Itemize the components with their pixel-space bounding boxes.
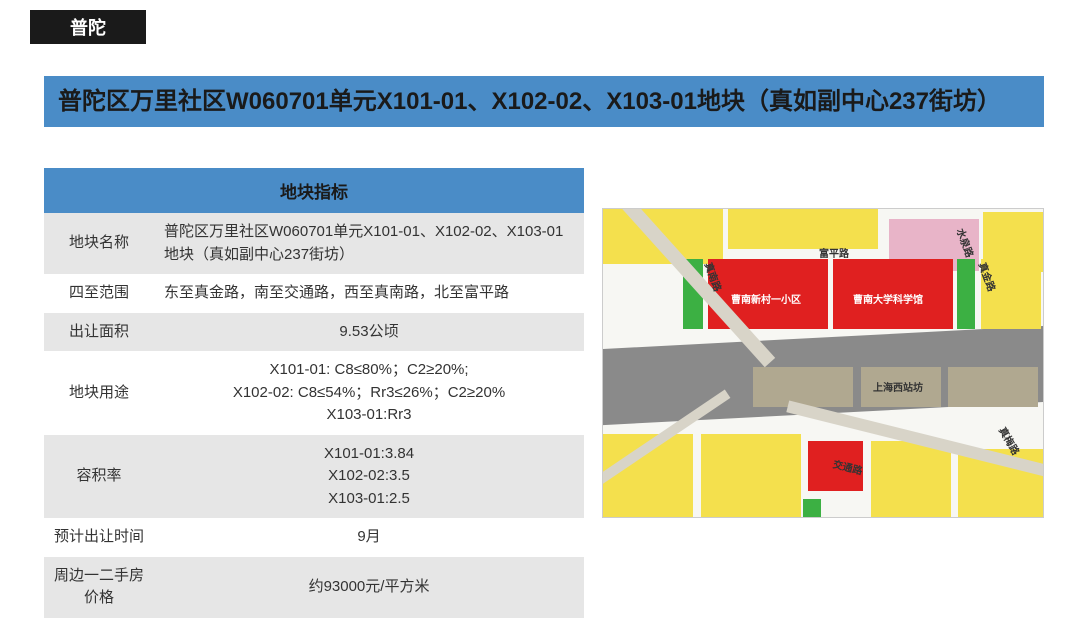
row-label: 地块名称 xyxy=(44,213,154,274)
land-parcel xyxy=(753,367,853,407)
row-value: 9月 xyxy=(154,518,584,557)
row-value: X101-01: C8≤80%；C2≥20%; X102-02: C8≤54%；… xyxy=(154,351,584,435)
row-label: 出让面积 xyxy=(44,313,154,352)
table-row: 出让面积 9.53公顷 xyxy=(44,313,584,352)
row-value: 约93000元/平方米 xyxy=(154,557,584,618)
map-label: 曹南新村一小区 xyxy=(731,291,801,306)
map-label: 上海西站坊 xyxy=(873,379,923,394)
metrics-table: 地块指标 地块名称 普陀区万里社区W060701单元X101-01、X102-0… xyxy=(44,168,584,618)
land-parcel xyxy=(871,441,951,518)
row-value: X101-01:3.84 X102-02:3.5 X103-01:2.5 xyxy=(154,435,584,519)
land-parcel xyxy=(701,434,801,518)
row-label: 容积率 xyxy=(44,435,154,519)
row-label: 地块用途 xyxy=(44,351,154,435)
district-tag: 普陀 xyxy=(30,10,146,44)
row-label: 预计出让时间 xyxy=(44,518,154,557)
map-illustration: 富平路真南路真金路曹南新村一小区曹南大学科学馆上海西站坊交通路真梅路水泉路 xyxy=(602,208,1044,518)
land-parcel xyxy=(957,259,975,329)
metrics-table-wrap: 地块指标 地块名称 普陀区万里社区W060701单元X101-01、X102-0… xyxy=(44,168,584,618)
row-label: 四至范围 xyxy=(44,274,154,313)
map-label: 曹南大学科学馆 xyxy=(853,291,923,306)
land-parcel xyxy=(803,499,821,518)
map-label: 富平路 xyxy=(819,245,849,260)
table-row: 四至范围 东至真金路，南至交通路，西至真南路，北至富平路 xyxy=(44,274,584,313)
page-title: 普陀区万里社区W060701单元X101-01、X102-02、X103-01地… xyxy=(44,76,1044,127)
table-row: 周边一二手房 价格 约93000元/平方米 xyxy=(44,557,584,618)
table-header: 地块指标 xyxy=(44,168,584,213)
land-parcel xyxy=(948,367,1038,407)
row-value: 普陀区万里社区W060701单元X101-01、X102-02、X103-01地… xyxy=(154,213,584,274)
row-label: 周边一二手房 价格 xyxy=(44,557,154,618)
land-parcel xyxy=(728,209,878,249)
content-row: 地块指标 地块名称 普陀区万里社区W060701单元X101-01、X102-0… xyxy=(44,168,1044,618)
table-row: 容积率 X101-01:3.84 X102-02:3.5 X103-01:2.5 xyxy=(44,435,584,519)
row-value: 9.53公顷 xyxy=(154,313,584,352)
row-value: 东至真金路，南至交通路，西至真南路，北至富平路 xyxy=(154,274,584,313)
table-row: 地块用途 X101-01: C8≤80%；C2≥20%; X102-02: C8… xyxy=(44,351,584,435)
table-row: 地块名称 普陀区万里社区W060701单元X101-01、X102-02、X10… xyxy=(44,213,584,274)
table-row: 预计出让时间 9月 xyxy=(44,518,584,557)
